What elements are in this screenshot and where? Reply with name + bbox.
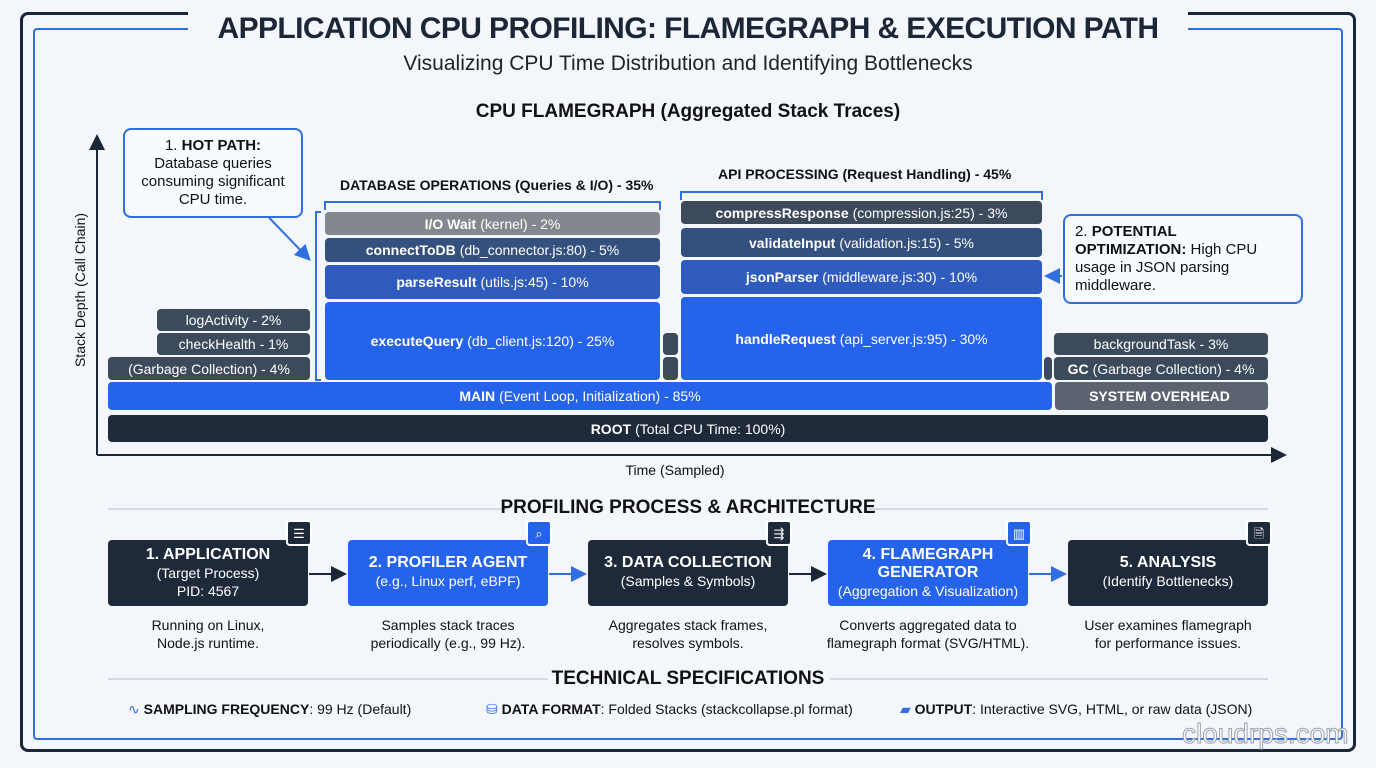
step-subtitle: (Identify Bottlenecks) bbox=[1102, 573, 1234, 589]
frame-execute-query[interactable]: executeQuery (db_client.js:120) - 25% bbox=[325, 302, 660, 380]
process-step[interactable]: 2. PROFILER AGENT (e.g., Linux perf, eBP… bbox=[348, 540, 548, 606]
document-search-icon: 🗎 bbox=[1246, 520, 1272, 546]
bar-chart-icon: ▥ bbox=[1006, 520, 1032, 546]
step-title: 5. ANALYSIS bbox=[1119, 554, 1217, 571]
watermark: cloudrps.com bbox=[1182, 718, 1350, 749]
specs-title: TECHNICAL SPECIFICATIONS bbox=[551, 668, 825, 689]
frame-main[interactable]: MAIN (Event Loop, Initialization) - 85% bbox=[108, 382, 1052, 410]
divider bbox=[108, 508, 508, 510]
frame-handle-request[interactable]: handleRequest (api_server.js:95) - 30% bbox=[681, 297, 1042, 380]
step-subtitle: (Samples & Symbols) bbox=[620, 573, 756, 589]
list-merge-icon: ⇶ bbox=[766, 520, 792, 546]
frame-gc-right[interactable]: GC (Garbage Collection) - 4% bbox=[1054, 357, 1268, 380]
step-title: 4. FLAMEGRAPH bbox=[862, 546, 994, 563]
frame-io-wait[interactable]: I/O Wait (kernel) - 2% bbox=[325, 212, 660, 235]
frame-system-overhead[interactable]: SYSTEM OVERHEAD bbox=[1055, 382, 1268, 410]
process-step[interactable]: 4. FLAMEGRAPH GENERATOR (Aggregation & V… bbox=[828, 540, 1028, 606]
process-step[interactable]: 1. APPLICATION (Target Process) PID: 456… bbox=[108, 540, 308, 606]
frame-gc-left[interactable]: (Garbage Collection) - 4% bbox=[108, 357, 310, 380]
divider bbox=[108, 678, 548, 680]
magnifier-chart-icon: ⌕ bbox=[526, 520, 552, 546]
flamegraph-title: CPU FLAMEGRAPH (Aggregated Stack Traces) bbox=[475, 101, 901, 122]
server-icon: ☰ bbox=[286, 520, 312, 546]
callout-optimization: 2. POTENTIAL OPTIMIZATION: High CPU usag… bbox=[1063, 214, 1303, 304]
frame-small-1[interactable] bbox=[663, 333, 678, 355]
frame-small-3[interactable] bbox=[1044, 357, 1052, 380]
step-detail: PID: 4567 bbox=[176, 583, 240, 599]
step-title: 1. APPLICATION bbox=[145, 546, 271, 563]
frame-log-activity[interactable]: logActivity - 2% bbox=[157, 309, 310, 331]
process-step[interactable]: 3. DATA COLLECTION (Samples & Symbols) bbox=[588, 540, 788, 606]
database-icon: ⛁ bbox=[486, 701, 498, 717]
frame-root[interactable]: ROOT (Total CPU Time: 100%) bbox=[108, 415, 1268, 442]
step-detail: (Aggregation & Visualization) bbox=[837, 583, 1019, 599]
spec-output: ▰ OUTPUT: Interactive SVG, HTML, or raw … bbox=[900, 701, 1253, 717]
divider bbox=[830, 678, 1268, 680]
folder-icon: ▰ bbox=[900, 701, 911, 717]
db-bracket bbox=[324, 201, 661, 210]
page-title: APPLICATION CPU PROFILING: FLAMEGRAPH & … bbox=[188, 10, 1188, 48]
step-subtitle: GENERATOR bbox=[877, 564, 979, 581]
api-bracket bbox=[680, 191, 1043, 200]
step-title: 3. DATA COLLECTION bbox=[604, 554, 772, 571]
process-step[interactable]: 5. ANALYSIS (Identify Bottlenecks) bbox=[1068, 540, 1268, 606]
step-description: User examines flamegraph for performance … bbox=[1084, 617, 1252, 651]
step-subtitle: (e.g., Linux perf, eBPF) bbox=[375, 573, 521, 589]
step-description: Running on Linux, Node.js runtime. bbox=[151, 617, 265, 651]
db-side-bracket bbox=[315, 211, 321, 381]
callout-hot-path: 1. HOT PATH: Database queries consuming … bbox=[123, 128, 303, 218]
frame-check-health[interactable]: checkHealth - 1% bbox=[157, 333, 310, 355]
pulse-icon: ∿ bbox=[128, 701, 140, 717]
frame-json-parser[interactable]: jsonParser (middleware.js:30) - 10% bbox=[681, 260, 1042, 294]
spec-data-format: ⛁ DATA FORMAT: Folded Stacks (stackcolla… bbox=[486, 701, 853, 717]
frame-background-task[interactable]: backgroundTask - 3% bbox=[1054, 333, 1268, 355]
db-group-label: DATABASE OPERATIONS (Queries & I/O) - 35… bbox=[340, 177, 654, 193]
frame-small-2[interactable] bbox=[663, 357, 678, 380]
step-title: 2. PROFILER AGENT bbox=[368, 554, 528, 571]
spec-sampling: ∿ SAMPLING FREQUENCY: 99 Hz (Default) bbox=[128, 701, 412, 717]
process-title: PROFILING PROCESS & ARCHITECTURE bbox=[500, 497, 876, 518]
page-subtitle: Visualizing CPU Time Distribution and Id… bbox=[403, 52, 973, 75]
step-description: Samples stack traces periodically (e.g., … bbox=[370, 617, 526, 651]
frame-parse-result[interactable]: parseResult (utils.js:45) - 10% bbox=[325, 265, 660, 299]
step-subtitle: (Target Process) bbox=[156, 565, 260, 581]
divider bbox=[868, 508, 1268, 510]
frame-compress-response[interactable]: compressResponse (compression.js:25) - 3% bbox=[681, 201, 1042, 224]
x-axis-label: Time (Sampled) bbox=[625, 462, 725, 478]
frame-connect-db[interactable]: connectToDB (db_connector.js:80) - 5% bbox=[325, 238, 660, 262]
frame-validate-input[interactable]: validateInput (validation.js:15) - 5% bbox=[681, 228, 1042, 257]
api-group-label: API PROCESSING (Request Handling) - 45% bbox=[718, 166, 1012, 182]
step-description: Converts aggregated data to flamegraph fo… bbox=[826, 617, 1030, 651]
step-description: Aggregates stack frames, resolves symbols… bbox=[608, 617, 768, 651]
